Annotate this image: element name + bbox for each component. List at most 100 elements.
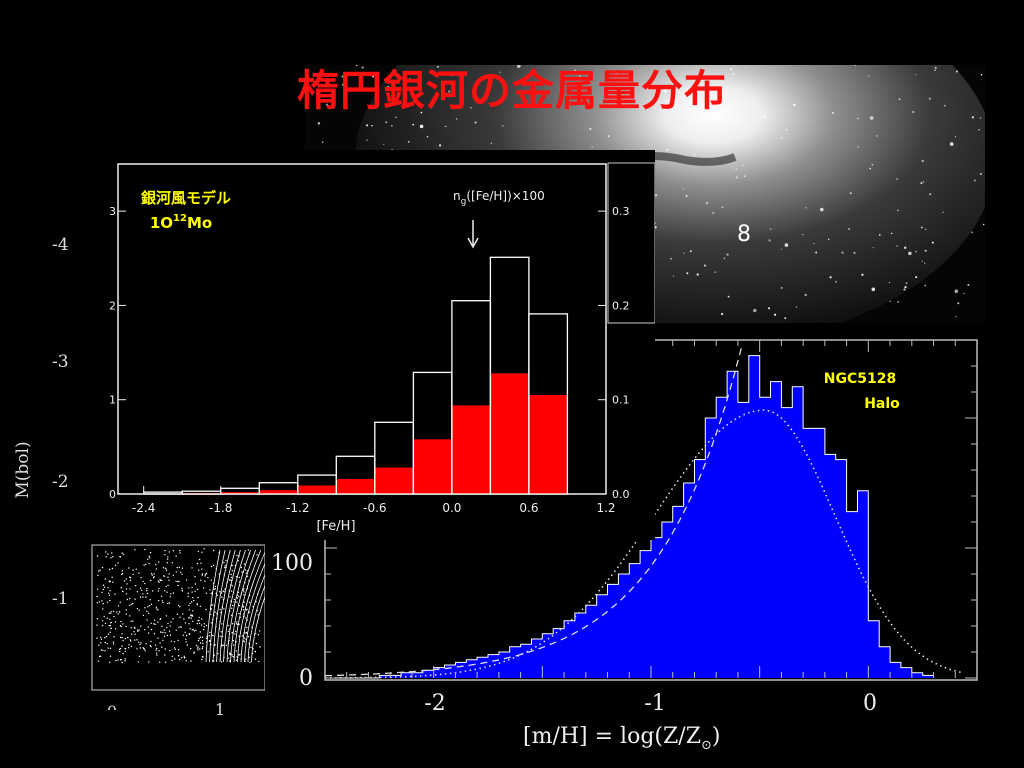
cmd-star: [196, 604, 198, 606]
star: [780, 286, 783, 289]
cmd-star: [237, 591, 240, 593]
isochrone-line: [223, 549, 246, 663]
model-y-tick-label: 0.0: [108, 488, 116, 501]
cmd-star: [179, 549, 181, 552]
ngc-bar: [401, 672, 413, 678]
cmd-star: [160, 631, 162, 633]
star: [793, 103, 796, 107]
cmd-star: [242, 609, 245, 611]
cmd-star: [144, 650, 146, 652]
cmd-star: [121, 573, 123, 576]
cmd-star: [142, 614, 145, 617]
cmd-star: [121, 661, 123, 664]
cmd-star: [173, 647, 176, 649]
cmd-star: [112, 581, 114, 583]
cmd-star: [130, 640, 132, 642]
ngc-bar: [890, 662, 902, 678]
cmd-star: [196, 562, 199, 565]
cmd-star: [126, 598, 128, 601]
cmd-star: [238, 604, 241, 607]
cmd-star: [100, 638, 103, 640]
cmd-star: [150, 573, 153, 575]
cmd-star: [104, 578, 107, 580]
cmd-star: [111, 552, 113, 554]
cmd-star: [130, 645, 133, 648]
cmd-star: [225, 644, 227, 646]
cmd-star: [162, 601, 164, 604]
cmd-star: [98, 644, 100, 646]
cmd-star: [203, 623, 205, 625]
cmd-star: [235, 576, 238, 578]
cmd-star: [122, 640, 124, 642]
cmd-star: [168, 551, 170, 553]
cmd-star: [119, 648, 121, 650]
model-y-tick-label-right: 0.0: [612, 488, 630, 501]
star: [735, 168, 737, 170]
model-y-tick-label: 0.1: [108, 394, 116, 407]
cmd-star: [205, 608, 207, 611]
cmd-star: [107, 587, 109, 589]
cmd-star: [232, 639, 234, 642]
cmd-star: [159, 578, 161, 581]
cmd-star: [140, 577, 142, 579]
cmd-star: [123, 580, 126, 582]
cmd-star: [132, 620, 134, 622]
cmd-star: [124, 648, 126, 650]
cmd-star: [103, 586, 106, 588]
cmd-star: [257, 634, 260, 636]
cmd-star: [164, 554, 166, 556]
cmd-star: [236, 554, 238, 557]
cmd-star: [232, 655, 234, 658]
cmd-star: [197, 588, 199, 591]
star: [693, 153, 695, 156]
cmd-star: [247, 549, 250, 551]
cmd-star: [198, 616, 200, 619]
cmd-star: [238, 576, 240, 579]
cmd-star: [204, 575, 206, 577]
cmd-star: [173, 641, 176, 643]
cmd-star: [210, 622, 212, 624]
star: [896, 245, 898, 247]
star: [743, 175, 746, 178]
cmd-star: [117, 605, 120, 607]
ngc-x-tick-m2: -2: [424, 691, 445, 716]
cmd-star: [139, 643, 141, 646]
cmd-star: [121, 572, 124, 575]
star: [955, 315, 957, 318]
cmd-star: [247, 635, 250, 638]
cmd-star: [154, 623, 156, 626]
star: [829, 276, 832, 279]
star: [517, 65, 521, 68]
star: [780, 248, 783, 250]
star: [361, 66, 364, 69]
cmd-star: [129, 588, 131, 590]
star: [409, 77, 412, 80]
cmd-star: [168, 602, 171, 604]
cmd-star: [155, 563, 157, 566]
star: [774, 313, 777, 316]
cmd-star: [250, 646, 252, 649]
cmd-star: [142, 580, 144, 583]
star: [615, 73, 617, 75]
cmd-star: [156, 647, 158, 650]
cmd-star: [210, 579, 212, 581]
cmd-star: [163, 629, 165, 631]
cmd-star: [202, 646, 204, 648]
cmd-star: [188, 604, 190, 607]
cmd-star: [122, 623, 124, 625]
cmd-star: [201, 655, 204, 658]
star: [857, 146, 859, 148]
cmd-star: [125, 613, 127, 615]
star: [957, 302, 960, 305]
cmd-star: [177, 654, 180, 657]
cmd-star: [129, 639, 131, 641]
cmd-star: [221, 596, 223, 598]
star: [573, 69, 577, 72]
ngc-x-label: [m/H] = log(Z/Z⊙): [523, 724, 720, 753]
cmd-star: [136, 648, 138, 650]
cmd-star: [164, 632, 166, 634]
star: [437, 65, 439, 68]
cmd-star: [134, 633, 136, 635]
ngc-bar: [585, 605, 597, 678]
cmd-star: [146, 592, 148, 595]
